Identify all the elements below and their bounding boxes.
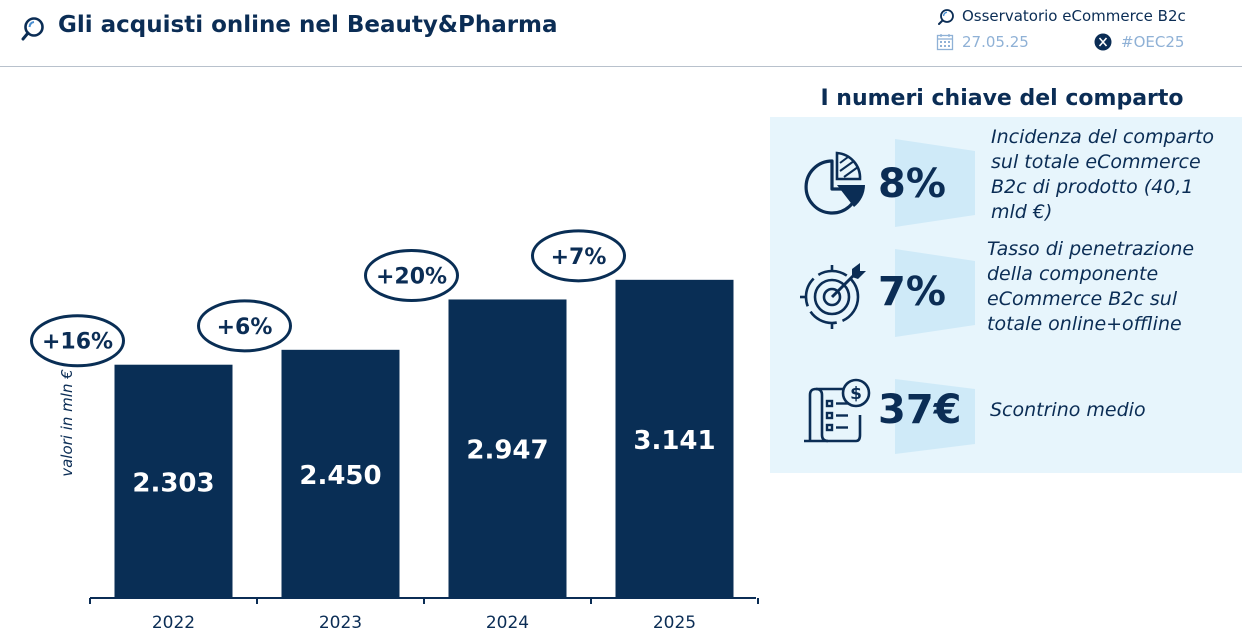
growth-label: +7%: [551, 245, 607, 270]
kpi-desc-line: Tasso di penetrazione: [987, 238, 1195, 260]
growth-label: +16%: [42, 330, 113, 355]
svg-text:$: $: [850, 384, 862, 404]
kpi-desc-line: eCommerce B2c sul: [987, 288, 1178, 310]
y-axis-label: valori in mln €: [58, 369, 76, 477]
x-tick-label: 2024: [486, 613, 529, 633]
header-divider: [0, 66, 1242, 67]
kpi-panel: 8% Incidenza del comparto sul totale eCo…: [770, 117, 1242, 473]
kpi-row-penetrazione: 7% Tasso di penetrazione della component…: [770, 238, 1242, 349]
kpi-description: Tasso di penetrazione della componente e…: [987, 237, 1194, 337]
kpi-band: [895, 379, 975, 454]
magnifier-logo-icon: [21, 17, 44, 41]
kpi-desc-line: Scontrino medio: [990, 399, 1146, 421]
kpi-band: [895, 249, 975, 337]
x-tick-label: 2025: [653, 613, 696, 633]
kpi-desc-line: della componente: [987, 263, 1159, 285]
calendar-icon: [936, 34, 954, 51]
kpi-desc-line: sul totale eCommerce: [991, 151, 1201, 173]
kpi-row-incidenza: 8% Incidenza del comparto sul totale eCo…: [770, 126, 1242, 235]
growth-badge: [30, 314, 125, 368]
date-label: 27.05.25: [962, 33, 1029, 51]
kpi-description: Incidenza del comparto sul totale eComme…: [991, 125, 1214, 225]
growth-badge: [364, 248, 459, 302]
growth-label: +20%: [376, 264, 447, 289]
kpi-band: [895, 139, 975, 227]
bar: [114, 364, 233, 598]
bar: [615, 279, 734, 598]
kpi-value: 7%: [878, 269, 946, 315]
kpi-desc-line: Incidenza del comparto: [991, 126, 1215, 148]
x-tick-label: 2022: [152, 613, 195, 633]
kpi-panel-title: I numeri chiave del comparto: [820, 86, 1184, 111]
bar: [281, 349, 400, 598]
kpi-value: 8%: [878, 161, 946, 207]
pie-chart-icon: [804, 151, 865, 215]
bar-chart: 2.303 2022 +16% 2.450 2023 +6% 2.947 2024 +20% 3.…: [30, 229, 759, 633]
page-title: Gli acquisti online nel Beauty&Pharma: [58, 12, 558, 38]
target-icon: [800, 263, 866, 329]
bar-value-label: 2.303: [132, 468, 214, 498]
magnifier-icon: [938, 9, 954, 25]
kpi-desc-line: B2c di prodotto (40,1: [991, 176, 1194, 198]
growth-badge: [531, 229, 626, 283]
growth-label: +6%: [217, 315, 273, 340]
source-label: Osservatorio eCommerce B2c: [962, 7, 1186, 25]
growth-badge: [197, 299, 292, 353]
kpi-value: 37€: [878, 387, 962, 433]
x-social-icon: [1094, 33, 1112, 51]
x-tick-label: 2023: [319, 613, 362, 633]
bar-value-label: 2.947: [466, 436, 548, 466]
hashtag-label: #OEC25: [1121, 33, 1185, 51]
kpi-desc-line: mld €): [991, 201, 1053, 223]
kpi-desc-line: totale online+offline: [987, 313, 1182, 335]
bar-value-label: 2.450: [299, 461, 381, 491]
kpi-description: Scontrino medio: [990, 398, 1146, 423]
receipt-icon: $: [804, 378, 871, 443]
kpi-row-scontrino: $ 37€ Scontrino medio: [770, 367, 1242, 467]
bar-value-label: 3.141: [633, 426, 715, 456]
bar: [448, 299, 567, 598]
